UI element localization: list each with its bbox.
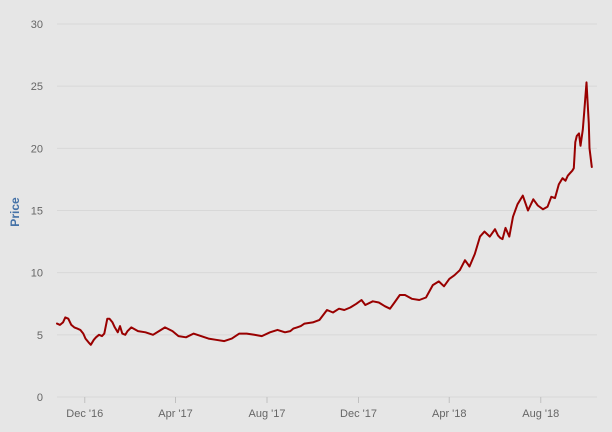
price-series-line — [56, 81, 593, 346]
grid-lines — [57, 23, 597, 398]
y-axis-title: Price — [8, 197, 22, 227]
y-tick-label: 15 — [31, 206, 43, 218]
x-tick-label: Dec '17 — [340, 408, 377, 420]
x-tick-label: Aug '18 — [522, 408, 559, 420]
x-tick-label: Dec '16 — [66, 408, 103, 420]
y-tick-label: 5 — [37, 330, 43, 342]
x-tick-label: Apr '18 — [432, 408, 467, 420]
y-tick-label: 25 — [31, 81, 43, 93]
y-tick-label: 10 — [31, 268, 43, 280]
x-axis: Dec '16 Apr '17 Aug '17 Dec '17 Apr '18 Aug '… — [66, 397, 559, 420]
y-axis: 0 5 10 15 20 25 30 — [31, 19, 43, 404]
y-tick-label: 30 — [31, 19, 43, 31]
x-tick-label: Apr '17 — [158, 408, 193, 420]
x-tick-label: Aug '17 — [249, 408, 286, 420]
series-group — [56, 81, 593, 346]
y-tick-label: 0 — [37, 392, 43, 404]
y-tick-label: 20 — [31, 143, 43, 155]
